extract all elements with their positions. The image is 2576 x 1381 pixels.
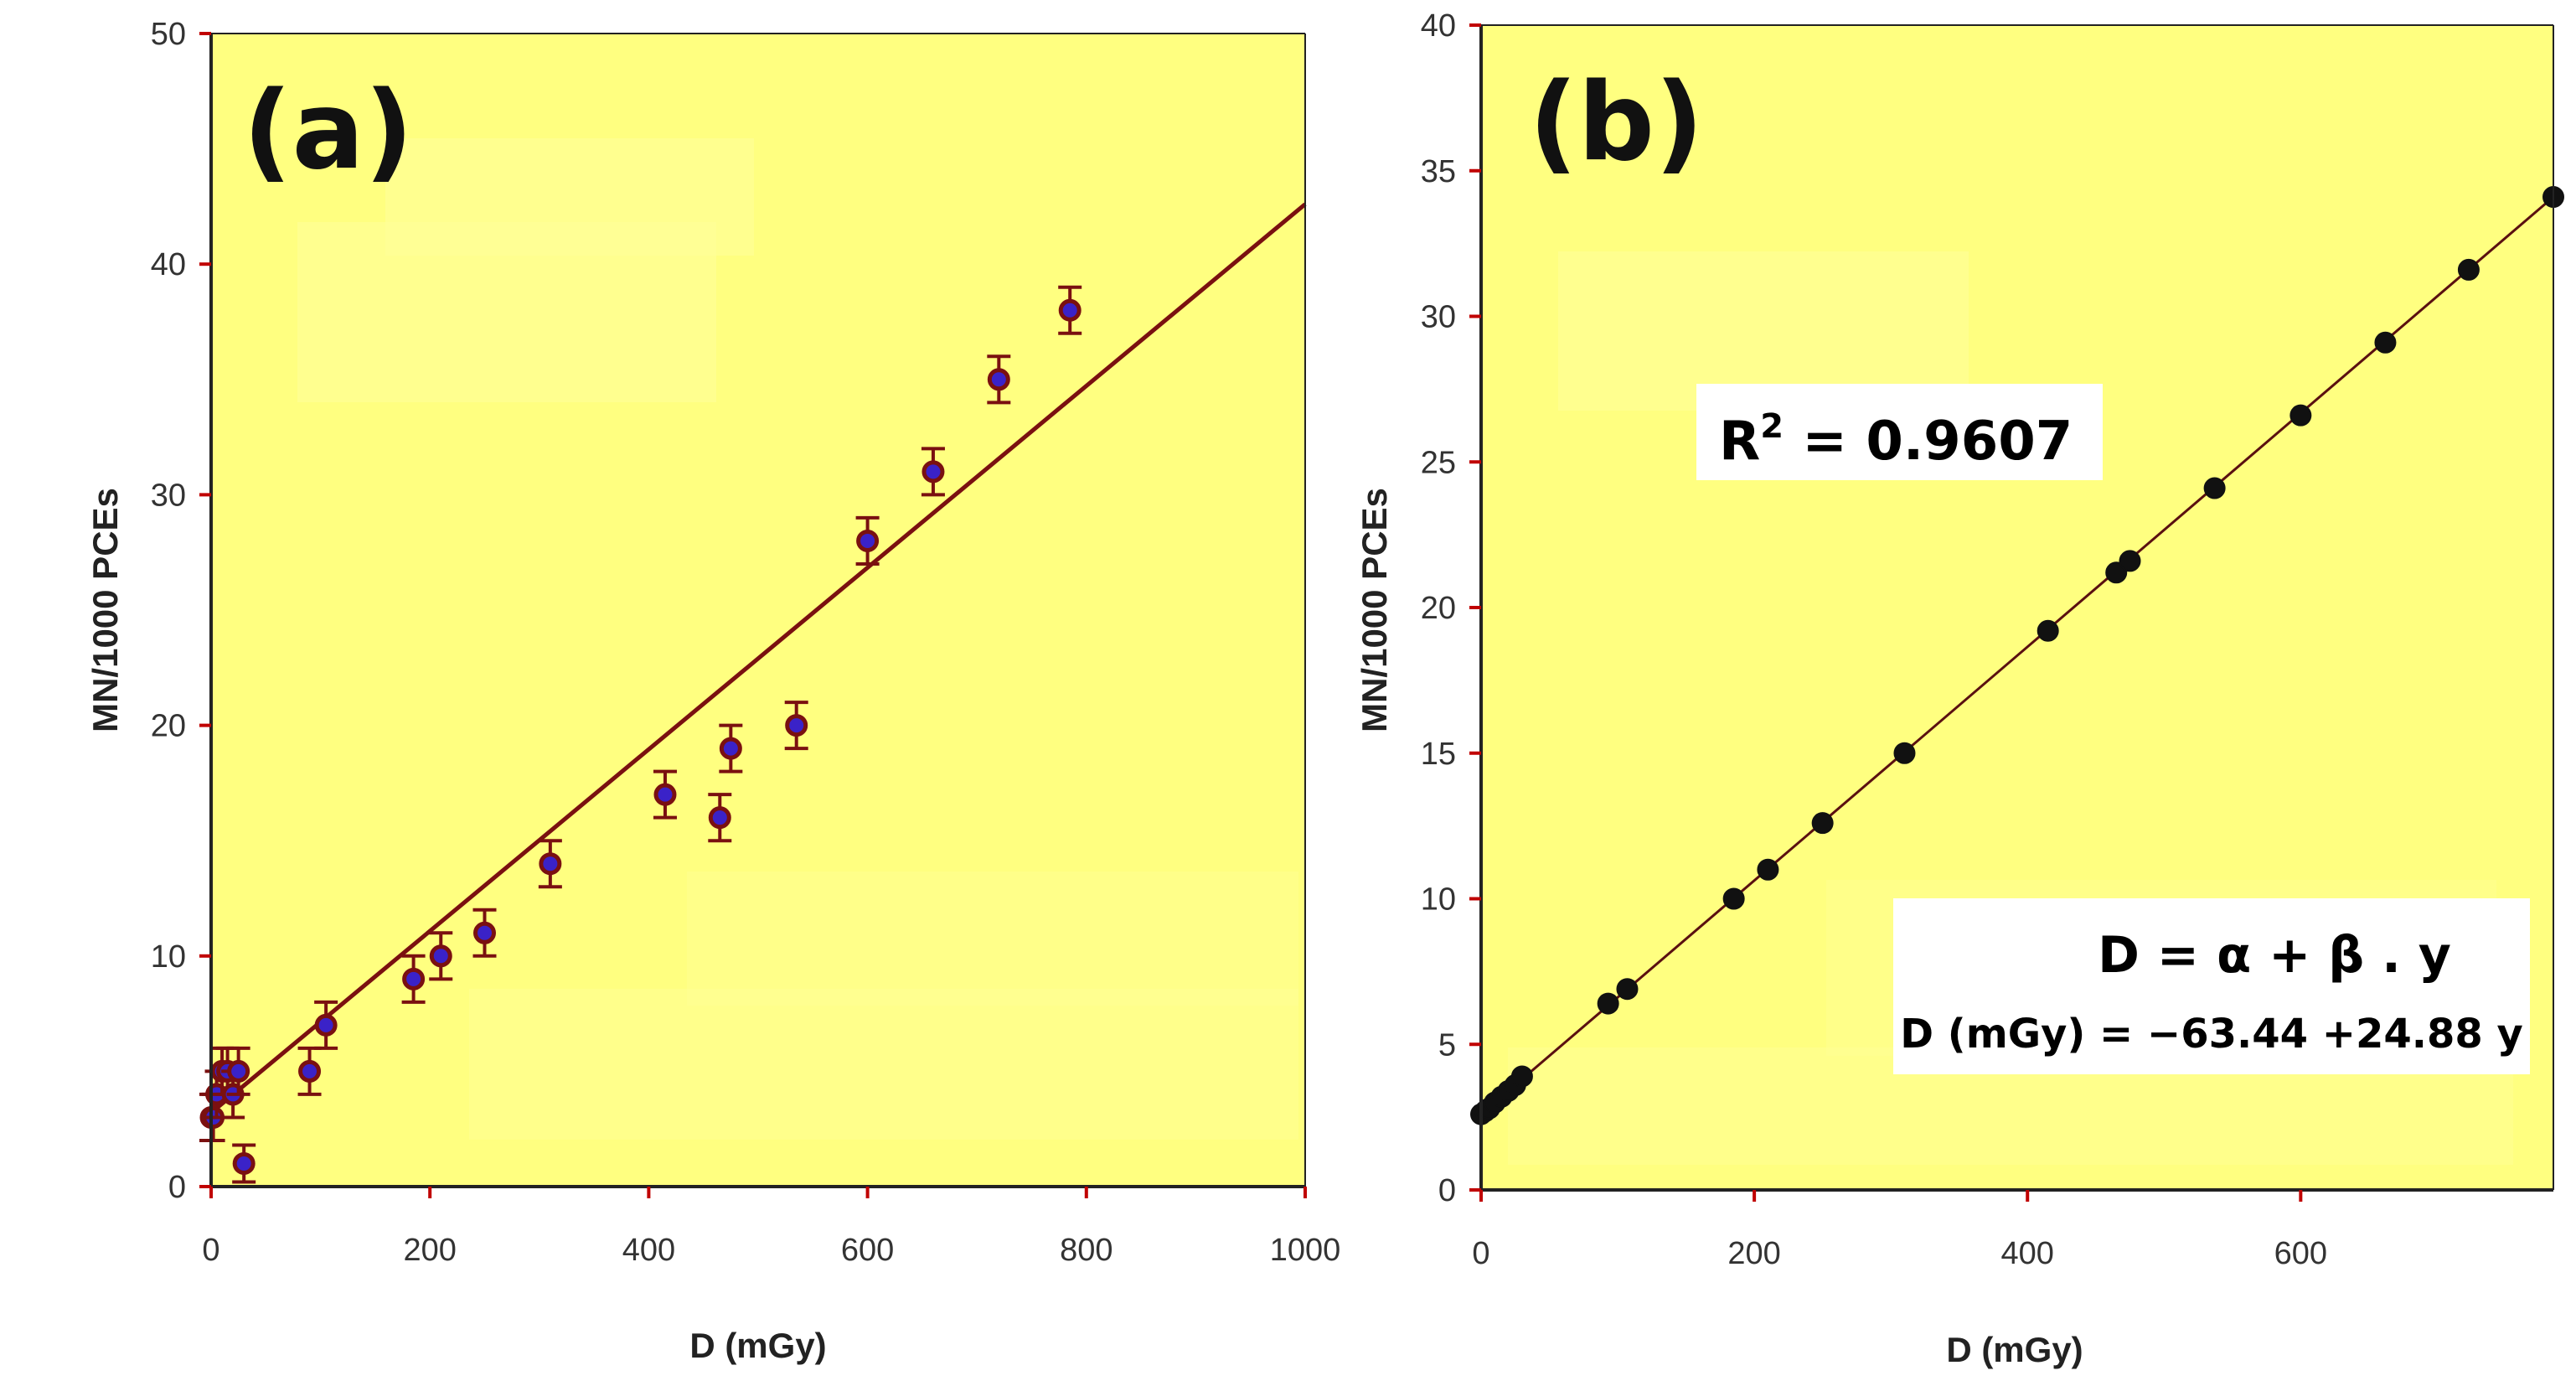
b-data-point xyxy=(1757,858,1779,881)
b-y-tick-label: 15 xyxy=(1421,737,1456,772)
a-data-point xyxy=(314,1013,338,1037)
a-data-point xyxy=(539,852,562,876)
a-x-tick-label: 400 xyxy=(622,1233,675,1268)
b-data-point xyxy=(1811,812,1834,835)
a-y-tick-label: 30 xyxy=(151,478,186,513)
a-data-point xyxy=(232,1151,256,1175)
equation-box xyxy=(1893,898,2530,1074)
a-data-point xyxy=(1058,298,1082,322)
b-data-point xyxy=(1510,1065,1533,1088)
a-y-tick-label: 50 xyxy=(151,17,186,52)
a-data-point xyxy=(227,1059,250,1083)
a-data-point xyxy=(987,368,1010,391)
a-x-tick-label: 0 xyxy=(202,1233,219,1268)
panel-a-light-patch xyxy=(687,872,1298,1006)
b-y-tick-label: 40 xyxy=(1421,8,1456,44)
panel-b-y-ticks: 0 5 10 15 20 25 30 35 40 xyxy=(1421,8,1481,1208)
panel-a-light-patch xyxy=(469,989,1298,1140)
panel-b-data-points xyxy=(1470,186,2564,1125)
panel-a: 0 200 400 600 800 1000 0 10 20 30 40 50 (a) D (mGy… xyxy=(85,17,1340,1365)
a-fit-line xyxy=(209,202,1307,1115)
b-x-tick-label: 0 xyxy=(1472,1236,1489,1271)
b-x-tick-label: 600 xyxy=(2274,1236,2327,1271)
b-data-point xyxy=(2119,550,2141,572)
panel-a-light-patch xyxy=(297,222,716,402)
b-data-point xyxy=(1616,978,1639,1001)
panel-a-x-axis-title: D (mGy) xyxy=(689,1326,826,1365)
b-data-point xyxy=(1722,887,1745,910)
r-squared-value: = 0.9607 xyxy=(1784,411,2073,473)
b-data-point xyxy=(2374,331,2397,354)
b-data-point xyxy=(1893,742,1916,764)
a-y-tick-label: 10 xyxy=(151,939,186,975)
panel-b-x-ticks: 0 200 400 600 xyxy=(1472,1190,2327,1271)
b-y-tick-label: 20 xyxy=(1421,591,1456,626)
b-y-tick-label: 5 xyxy=(1438,1027,1456,1063)
b-data-point xyxy=(2457,258,2480,281)
b-y-tick-label: 0 xyxy=(1438,1173,1456,1208)
panel-b-fit-line-group xyxy=(1480,195,2554,1115)
b-y-tick-label: 35 xyxy=(1421,154,1456,189)
equation-line-2: D (mGy) = −63.44 +24.88 y xyxy=(1900,1011,2523,1058)
a-data-point xyxy=(921,460,945,484)
r-squared-annotation: R2 = 0.9607 xyxy=(1719,407,2073,473)
a-data-point xyxy=(785,714,808,737)
a-x-tick-label: 800 xyxy=(1060,1233,1112,1268)
b-data-point xyxy=(2289,404,2312,427)
a-y-tick-label: 20 xyxy=(151,709,186,744)
a-data-point xyxy=(856,529,880,552)
a-data-point xyxy=(402,967,426,990)
panel-b-y-axis-title: MN/1000 PCEs xyxy=(1355,488,1394,732)
r-squared-r: R xyxy=(1719,411,1760,473)
a-y-tick-label: 40 xyxy=(151,247,186,282)
panel-a-x-ticks: 0 200 400 600 800 1000 xyxy=(202,1187,1340,1268)
a-data-point xyxy=(719,737,742,760)
b-data-point xyxy=(2037,619,2059,642)
b-y-tick-label: 25 xyxy=(1421,445,1456,480)
panel-a-fit-line-group xyxy=(209,202,1307,1115)
b-y-tick-label: 10 xyxy=(1421,882,1456,918)
a-y-tick-label: 0 xyxy=(168,1170,186,1205)
b-fit-line xyxy=(1480,195,2554,1115)
a-x-tick-label: 1000 xyxy=(1270,1233,1341,1268)
panel-b: 0 200 400 600 0 5 10 15 20 25 30 35 40 (b) D (mGy) … xyxy=(1355,8,2564,1369)
a-data-point xyxy=(298,1059,322,1083)
panel-b-label: (b) xyxy=(1529,60,1704,185)
a-data-point xyxy=(653,783,677,806)
equation-line-1: D = α + β . y xyxy=(2098,926,2451,985)
panel-a-y-axis-title: MN/1000 PCEs xyxy=(85,488,125,732)
a-x-tick-label: 200 xyxy=(403,1233,456,1268)
a-data-point xyxy=(429,944,452,968)
b-y-tick-label: 30 xyxy=(1421,300,1456,335)
b-x-tick-label: 400 xyxy=(2001,1236,2054,1271)
a-x-tick-label: 600 xyxy=(841,1233,894,1268)
b-data-point xyxy=(2203,477,2226,499)
panel-a-label: (a) xyxy=(243,69,413,194)
a-data-point xyxy=(473,921,496,944)
a-data-point xyxy=(708,806,731,830)
b-x-tick-label: 200 xyxy=(1727,1236,1780,1271)
panel-b-x-axis-title: D (mGy) xyxy=(1946,1330,2083,1369)
b-data-point xyxy=(1597,992,1619,1015)
r-squared-box xyxy=(1696,384,2103,480)
panel-a-y-ticks: 0 10 20 30 40 50 xyxy=(151,17,211,1205)
r-squared-sup: 2 xyxy=(1760,407,1784,446)
